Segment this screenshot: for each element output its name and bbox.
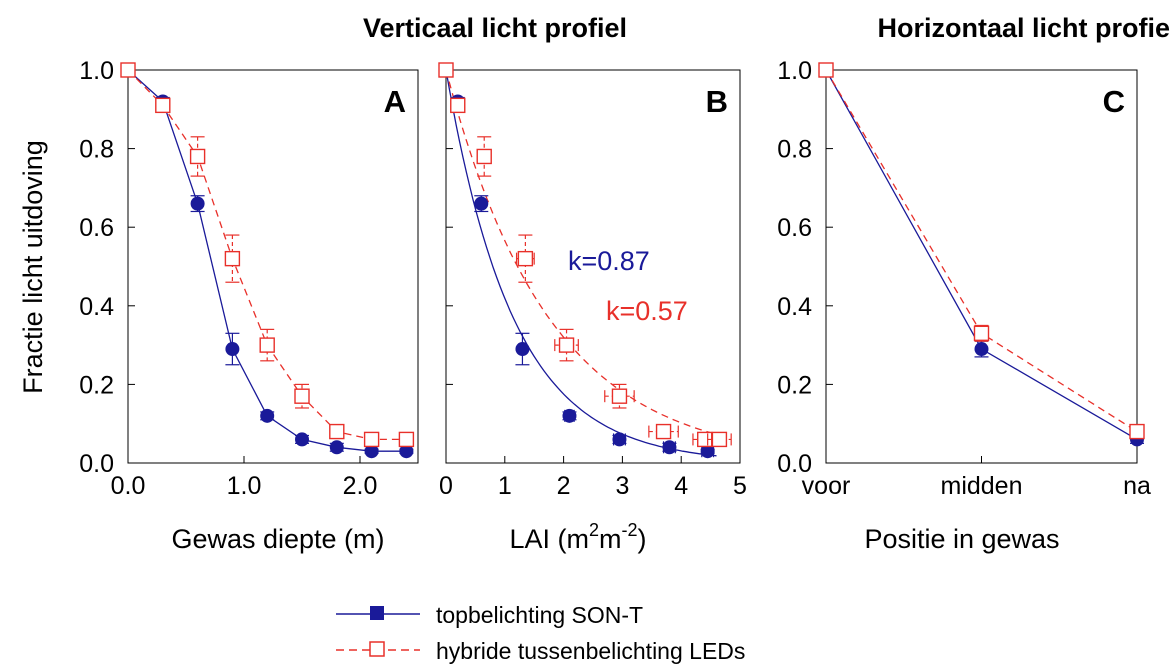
x-tick-label-a: 0.0 [111,472,146,500]
x-axis-label-b: LAI (m2m-2) [509,520,646,554]
panel-b: 0 1 2 3 4 5 B [438,62,747,500]
x-axis-label-b-end: ) [638,524,647,554]
data-point-son-t-b [515,342,530,357]
y-tick-label-c: 0.0 [777,450,812,478]
data-point-son-t-a [399,444,414,459]
data-point-led-c [973,325,990,342]
y-tick-label-c: 0.2 [777,371,812,399]
data-point-led-b [438,62,454,78]
x-axis-label-c: Positie in gewas [864,524,1059,554]
data-point-led-a [329,423,345,440]
data-point-led-b [611,388,628,404]
annotation-k-son-t: k=0.87 [568,246,650,276]
x-tick-label-c: na [1123,472,1151,500]
data-point-led-a [155,97,171,114]
plot-frame-b [445,69,741,464]
x-tick-label-a: 1.0 [227,472,262,500]
x-tick-label-b: 3 [615,472,629,500]
legend-marker-son-t [370,606,384,620]
x-tick-label-c: midden [941,472,1023,500]
panel-c: 0.0 0.2 0.4 0.6 0.8 1.0 voor midden na C [777,57,1151,500]
data-point-led-a [120,62,136,78]
y-tick-label-a: 0.4 [79,293,114,321]
y-tick-label-c: 1.0 [777,57,812,85]
x-tick-label-b: 1 [498,472,512,500]
data-point-son-t-a [295,432,309,447]
data-point-son-t-b [562,408,577,423]
y-axis-label: Fractie licht uitdoving [18,140,48,394]
y-tick-label-a: 0.8 [79,136,114,164]
panel-label-c: C [1103,84,1125,119]
series-line-led-a [127,69,407,441]
data-point-son-t-a [364,444,379,459]
legend-label-son-t: topbelichting SON-T [436,602,643,628]
panel-label-a: A [384,84,406,119]
data-point-son-t-a [225,342,240,357]
x-axis-label-a: Gewas diepte (m) [171,524,384,554]
data-point-son-t-b [474,196,489,211]
legend-label-led: hybride tussenbelichting LEDs [436,638,745,664]
x-tick-label-a: 2.0 [343,472,378,500]
x-tick-label-b: 5 [733,472,747,500]
heading-vertical: Verticaal licht profiel [363,13,627,43]
data-point-son-t-a [190,196,205,211]
series-line-son_t-a [127,69,407,452]
legend-item-son-t: topbelichting SON-T [336,602,643,628]
y-tick-label-a: 1.0 [79,57,114,85]
data-point-led-b [450,97,466,114]
y-tick-label-c: 0.6 [777,214,812,242]
x-axis-label-b-sup2: -2 [622,520,638,540]
data-point-son-t-c [974,342,989,357]
series-line-son_t-c [825,69,1138,440]
legend: topbelichting SON-T hybride tussenbelich… [336,602,745,664]
data-point-led-c [1129,423,1145,440]
data-point-led-a [259,337,275,353]
y-tick-label-c: 0.4 [777,293,812,321]
annotation-k-led: k=0.57 [606,296,688,326]
data-point-son-t-b [662,440,677,455]
data-point-led-b [517,250,534,267]
x-tick-label-b: 0 [439,472,453,500]
data-point-son-t-b [700,444,715,459]
x-axis-label-b-mid: m [599,524,622,554]
x-axis-label-b-sup1: 2 [589,520,599,540]
data-point-son-t-a [329,440,344,455]
x-tick-label-b: 2 [557,472,571,500]
data-point-led-a [363,431,380,448]
legend-marker-led [369,641,385,657]
y-tick-label-a: 0.2 [79,371,114,399]
y-tick-label-a: 0.0 [79,450,114,478]
data-point-son-t-b [612,432,627,447]
data-point-led-b [711,431,728,448]
plot-frame-c [825,69,1138,464]
panel-a: 0.0 0.2 0.4 0.6 0.8 1.0 0.0 1.0 2.0 A [79,57,419,500]
x-axis-label-b-main: LAI (m [509,524,589,554]
x-tick-label-c: voor [802,472,851,500]
y-tick-label-a: 0.6 [79,214,114,242]
data-point-led-c [818,62,834,78]
fit-curve-led-b [445,69,717,436]
x-tick-label-b: 4 [674,472,688,500]
data-point-led-b [655,423,672,440]
heading-horizontal: Horizontaal licht profie [877,13,1170,43]
data-point-son-t-a [260,408,275,423]
data-point-led-b [558,337,575,353]
data-point-led-a [294,388,310,404]
data-point-led-a [189,148,206,165]
data-point-led-a [224,250,241,267]
panel-label-b: B [706,84,728,119]
plot-frame-a [127,69,419,464]
data-point-led-a [398,431,415,448]
data-point-led-b [476,148,492,165]
series-line-led-c [825,69,1138,433]
y-tick-label-c: 0.8 [777,136,812,164]
legend-item-led: hybride tussenbelichting LEDs [336,638,745,664]
